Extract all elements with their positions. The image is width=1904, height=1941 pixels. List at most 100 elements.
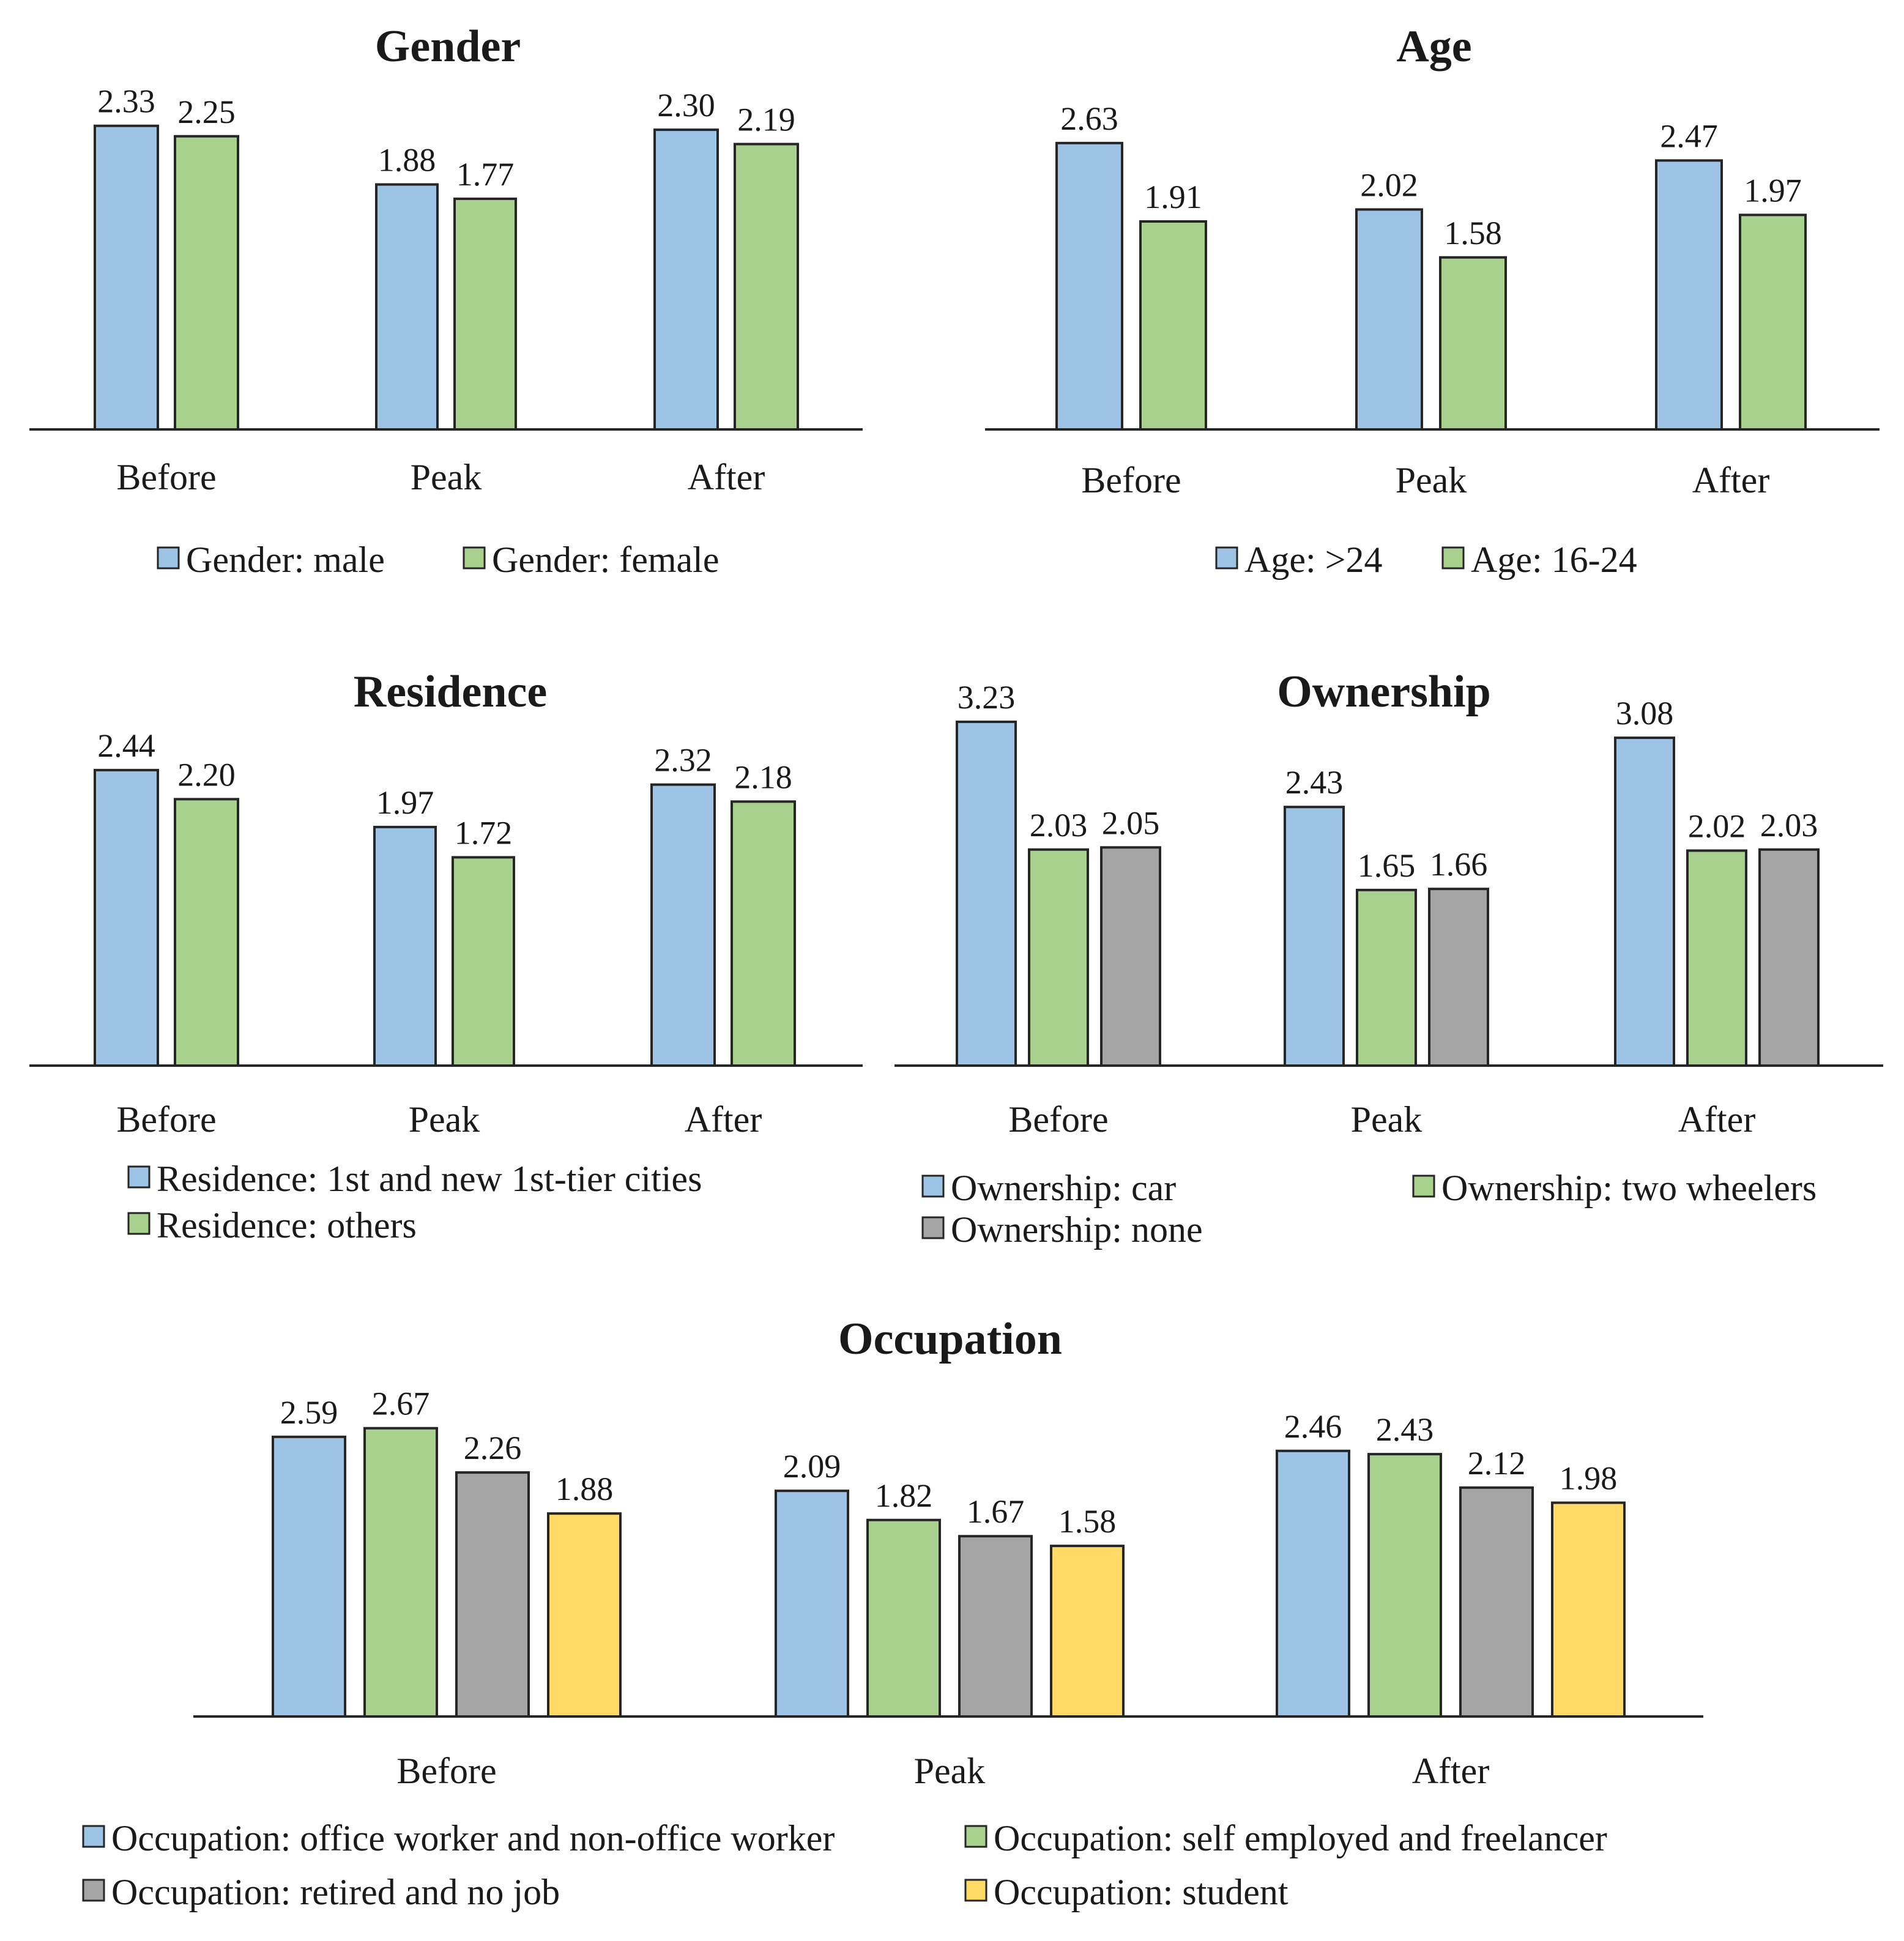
bar-occupation-student-after [1551, 1501, 1626, 1718]
value-label: 1.88 [556, 1471, 614, 1507]
value-label: 1.65 [1358, 847, 1416, 884]
legend-label-age-24: Age: >24 [1244, 540, 1382, 580]
legend-label-gender-female: Gender: female [492, 540, 719, 580]
bar-ownership-two-wheelers-after [1686, 849, 1747, 1067]
value-label: 1.58 [1058, 1503, 1117, 1540]
value-label: 2.47 [1660, 117, 1718, 154]
bar-ownership-car-after [1614, 737, 1675, 1067]
chart-gender-title: Gender [375, 21, 521, 72]
value-label: 1.66 [1430, 846, 1488, 883]
chart-residence: Residence 2.44 2.20 Before 1.97 1.72 Peak 2.32 2… [29, 667, 863, 1245]
bar-ownership-none-after [1758, 848, 1820, 1067]
bar-residence-1st-and-new-1st-tier-cities-after [650, 783, 716, 1067]
value-label: 2.59 [280, 1394, 338, 1431]
value-label: 2.30 [657, 87, 715, 124]
bar-occupation-self-employed-and-freelancer-peak [866, 1518, 941, 1718]
category-label-peak: Peak [409, 1099, 480, 1140]
bar-gender-male-before [94, 124, 159, 431]
legend-swatch-ownership-car [921, 1175, 945, 1198]
value-label: 2.26 [464, 1430, 522, 1466]
legend-label-occupation-self-employed-and-freelancer: Occupation: self employed and freelancer [994, 1818, 1607, 1858]
category-label-after: After [688, 457, 765, 497]
bar-occupation-student-before [547, 1512, 622, 1718]
legend-swatch-occupation-office-worker-and-non-office-worker [82, 1825, 105, 1848]
value-label: 3.23 [958, 679, 1016, 716]
legend-label-age-16-24: Age: 16-24 [1471, 540, 1637, 580]
value-label: 2.67 [372, 1386, 430, 1422]
value-label: 2.63 [1060, 100, 1118, 137]
legend-label-residence-others: Residence: others [157, 1205, 417, 1245]
category-label-after: After [1678, 1099, 1756, 1140]
value-label: 2.12 [1468, 1445, 1526, 1482]
legend-swatch-gender-female [463, 546, 486, 570]
chart-residence-title: Residence [354, 667, 548, 717]
value-label: 2.02 [1360, 166, 1418, 203]
bar-gender-male-peak [375, 183, 439, 431]
value-label: 1.97 [1744, 172, 1802, 209]
legend-swatch-ownership-none [921, 1216, 945, 1239]
value-label: 1.98 [1560, 1460, 1618, 1497]
value-label: 2.19 [737, 102, 795, 138]
bar-age-24-before [1055, 141, 1123, 431]
bar-ownership-car-before [956, 720, 1017, 1067]
category-label-before: Before [396, 1751, 496, 1791]
category-label-after: After [1412, 1751, 1490, 1791]
legend-swatch-occupation-retired-and-no-job [82, 1879, 105, 1902]
legend-label-gender-male: Gender: male [186, 540, 385, 580]
bar-age-16-24-after [1739, 213, 1807, 431]
bar-occupation-student-peak [1050, 1545, 1125, 1718]
chart-age: Age 2.63 1.91 Before 2.02 1.58 Peak 2.47 1.97 Aft… [985, 21, 1880, 580]
bar-age-24-peak [1355, 208, 1423, 431]
legend-label-ownership-none: Ownership: none [951, 1209, 1203, 1250]
category-label-peak: Peak [914, 1751, 986, 1791]
category-label-after: After [685, 1099, 762, 1140]
value-label: 2.43 [1376, 1411, 1434, 1448]
legend-label-occupation-retired-and-no-job: Occupation: retired and no job [111, 1872, 560, 1912]
value-label: 2.03 [1030, 807, 1088, 844]
chart-ownership-title: Ownership [1277, 667, 1491, 717]
bar-residence-1st-and-new-1st-tier-cities-before [94, 768, 159, 1067]
bar-ownership-two-wheelers-before [1028, 848, 1089, 1067]
bar-age-16-24-peak [1439, 256, 1507, 431]
value-label: 2.18 [734, 759, 792, 795]
bar-residence-1st-and-new-1st-tier-cities-peak [373, 825, 437, 1067]
legend-swatch-gender-male [157, 546, 180, 570]
legend-swatch-residence-1st-and-new-1st-tier-cities [127, 1165, 151, 1189]
legend-label-occupation-student: Occupation: student [994, 1872, 1289, 1912]
value-label: 1.72 [455, 814, 513, 851]
legend-swatch-occupation-student [964, 1879, 987, 1902]
category-label-peak: Peak [1396, 460, 1467, 500]
chart-age-title: Age [1396, 21, 1471, 72]
legend-label-ownership-two-wheelers: Ownership: two wheelers [1441, 1168, 1817, 1208]
legend-label-ownership-car: Ownership: car [951, 1168, 1176, 1208]
value-label: 2.20 [177, 756, 236, 793]
bar-gender-male-after [653, 128, 719, 431]
bar-residence-others-before [174, 798, 239, 1067]
value-label: 2.43 [1285, 764, 1344, 801]
bar-gender-female-peak [453, 197, 517, 431]
legend-swatch-residence-others [127, 1212, 151, 1235]
category-label-before: Before [1008, 1099, 1108, 1140]
value-label: 3.08 [1616, 695, 1674, 732]
bar-occupation-office-worker-and-non-office-worker-peak [775, 1490, 849, 1718]
bar-occupation-office-worker-and-non-office-worker-before [272, 1435, 346, 1718]
bar-occupation-self-employed-and-freelancer-before [363, 1427, 438, 1718]
value-label: 1.77 [456, 156, 515, 193]
legend-swatch-age-16-24 [1441, 546, 1465, 570]
value-label: 1.82 [875, 1477, 933, 1514]
bar-occupation-retired-and-no-job-peak [958, 1535, 1033, 1718]
bar-ownership-two-wheelers-peak [1356, 888, 1417, 1067]
value-label: 1.97 [376, 784, 434, 821]
bar-ownership-car-peak [1284, 806, 1345, 1067]
bar-gender-female-after [734, 143, 799, 431]
value-label: 2.33 [97, 83, 155, 120]
value-label: 1.67 [967, 1493, 1025, 1530]
bar-ownership-none-peak [1428, 888, 1489, 1067]
chart-gender: Gender 2.33 2.25 Before 1.88 1.77 Peak 2.30 2.19… [29, 21, 863, 580]
legend-swatch-age-24 [1215, 546, 1238, 570]
bar-residence-others-peak [452, 856, 515, 1067]
bar-occupation-retired-and-no-job-before [455, 1471, 530, 1718]
bar-age-16-24-before [1139, 220, 1207, 431]
value-label: 2.46 [1284, 1408, 1342, 1445]
bar-ownership-none-before [1100, 846, 1161, 1067]
